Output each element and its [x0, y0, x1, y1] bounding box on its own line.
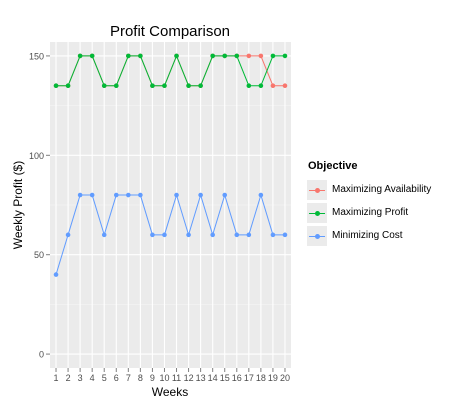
data-point-minimizing-cost: [101, 232, 107, 238]
data-point-minimizing-cost: [77, 192, 83, 198]
data-point-minimizing-cost: [174, 192, 179, 198]
x-tick-label: 8: [138, 373, 143, 383]
x-tick-label: 5: [102, 373, 107, 383]
legend-item-maximizing-availability: Maximizing Availability: [306, 178, 456, 201]
data-point-maximizing-profit: [186, 83, 191, 89]
legend-key-dot: [315, 210, 320, 216]
data-point-maximizing-profit: [174, 53, 179, 59]
data-point-maximizing-profit: [138, 53, 143, 59]
series-minimizing-cost: [53, 192, 288, 277]
y-tick-label: 0: [39, 350, 44, 360]
x-tick-label: 2: [66, 373, 71, 383]
legend-label: Maximizing Availability: [332, 184, 432, 195]
chart-title: Profit Comparison: [110, 23, 230, 40]
x-tick-label: 18: [256, 373, 266, 383]
x-tick-label: 11: [172, 373, 181, 383]
legend-key-maximizing-profit: [306, 201, 328, 224]
series-maximizing-profit: [53, 53, 288, 89]
x-tick-label: 6: [114, 373, 119, 383]
data-point-maximizing-availability: [282, 83, 288, 89]
data-point-maximizing-profit: [101, 83, 107, 89]
data-point-minimizing-cost: [150, 232, 155, 238]
data-point-maximizing-profit: [222, 53, 228, 59]
data-point-maximizing-profit: [126, 53, 131, 59]
data-point-maximizing-availability: [258, 53, 264, 59]
legend-title: Objective: [308, 160, 358, 172]
legend-key-dot: [315, 233, 320, 239]
x-tick-label: 9: [150, 373, 155, 383]
legend-key-dot: [315, 187, 320, 193]
data-point-maximizing-profit: [246, 83, 252, 89]
data-point-minimizing-cost: [210, 232, 215, 238]
data-point-minimizing-cost: [162, 232, 167, 238]
data-point-maximizing-availability: [246, 53, 252, 59]
data-point-maximizing-profit: [162, 83, 167, 89]
data-point-minimizing-cost: [89, 192, 95, 198]
data-point-minimizing-cost: [65, 232, 71, 238]
x-tick-label: 4: [90, 373, 95, 383]
x-tick-label: 14: [208, 373, 218, 383]
data-point-minimizing-cost: [53, 272, 59, 277]
legend-item-maximizing-profit: Maximizing Profit: [306, 201, 456, 224]
data-point-maximizing-profit: [210, 53, 215, 59]
data-point-minimizing-cost: [258, 192, 264, 198]
data-point-minimizing-cost: [113, 192, 119, 198]
data-point-maximizing-profit: [53, 83, 59, 89]
legend-key-minimizing-cost: [306, 224, 328, 247]
x-tick-label: 13: [196, 373, 206, 383]
x-tick-label: 3: [78, 373, 83, 383]
data-point-maximizing-profit: [258, 83, 264, 89]
data-point-maximizing-profit: [282, 53, 288, 59]
legend-label: Maximizing Profit: [332, 207, 409, 218]
x-tick-label: 16: [232, 373, 242, 383]
legend: Objective Maximizing Availability Maximi…: [306, 160, 456, 247]
data-point-maximizing-profit: [270, 53, 276, 59]
x-tick-label: 12: [184, 373, 194, 383]
data-point-maximizing-availability: [270, 83, 276, 89]
x-tick-label: 7: [126, 373, 131, 383]
data-point-maximizing-profit: [113, 83, 119, 89]
data-point-maximizing-profit: [77, 53, 83, 59]
data-point-maximizing-profit: [150, 83, 155, 89]
x-axis-title: Weeks: [152, 385, 188, 399]
legend-label: Minimizing Cost: [332, 230, 403, 241]
series-line-maximizing-profit: [56, 54, 285, 87]
x-tick-label: 17: [244, 373, 254, 383]
legend-item-minimizing-cost: Minimizing Cost: [306, 224, 456, 247]
y-tick-label: 100: [29, 151, 44, 161]
x-tick-label: 1: [54, 373, 59, 383]
data-point-minimizing-cost: [222, 192, 228, 198]
data-point-maximizing-profit: [89, 53, 95, 59]
data-point-minimizing-cost: [186, 232, 191, 238]
data-point-minimizing-cost: [246, 232, 252, 238]
x-tick-label: 15: [220, 373, 230, 383]
data-point-maximizing-profit: [65, 83, 71, 89]
legend-key-maximizing-availability: [306, 178, 328, 201]
data-point-maximizing-profit: [198, 83, 203, 89]
data-point-minimizing-cost: [234, 232, 240, 238]
data-point-minimizing-cost: [138, 192, 143, 198]
x-tick-label: 20: [280, 373, 290, 383]
data-point-minimizing-cost: [126, 192, 131, 198]
data-point-minimizing-cost: [198, 192, 203, 198]
y-axis-title: Weekly Profit ($): [11, 161, 25, 249]
x-tick-label: 10: [159, 373, 169, 383]
series-layer: [53, 53, 288, 277]
x-tick-label: 19: [268, 373, 278, 383]
y-tick-label: 150: [29, 51, 44, 61]
data-point-minimizing-cost: [270, 232, 276, 238]
grid-layer: [50, 42, 291, 368]
data-point-minimizing-cost: [282, 232, 288, 238]
data-point-maximizing-profit: [234, 53, 240, 59]
y-tick-label: 50: [34, 250, 44, 260]
